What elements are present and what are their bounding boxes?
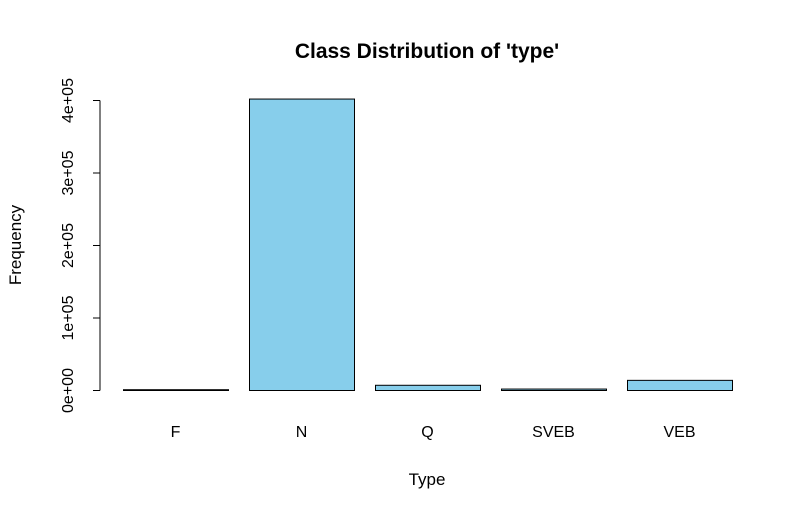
bars [123,98,733,392]
y-tick-label: 0e+00 [60,368,77,413]
bar-q [375,384,481,391]
bar-f [123,389,229,392]
x-tick-label: VEB [663,424,695,441]
x-axis-label: Type [409,470,446,489]
bar-veb [627,379,733,392]
bar-n [249,98,355,392]
x-tick-label: SVEB [532,424,575,441]
y-tick-label: 2e+05 [60,223,77,268]
y-tick-label: 3e+05 [60,150,77,195]
x-tick-labels: F N Q SVEB VEB [171,424,696,441]
y-tick-label: 1e+05 [60,295,77,340]
bar-sveb [501,388,607,391]
x-tick-label: N [296,424,308,441]
y-tick-label: 4e+05 [60,78,77,123]
x-tick-label: Q [421,424,433,441]
y-axis-label: Frequency [6,204,25,285]
y-axis: 0e+00 1e+05 2e+05 3e+05 4e+05 [60,78,101,413]
x-tick-label: F [171,424,181,441]
chart-title: Class Distribution of 'type' [295,40,559,63]
